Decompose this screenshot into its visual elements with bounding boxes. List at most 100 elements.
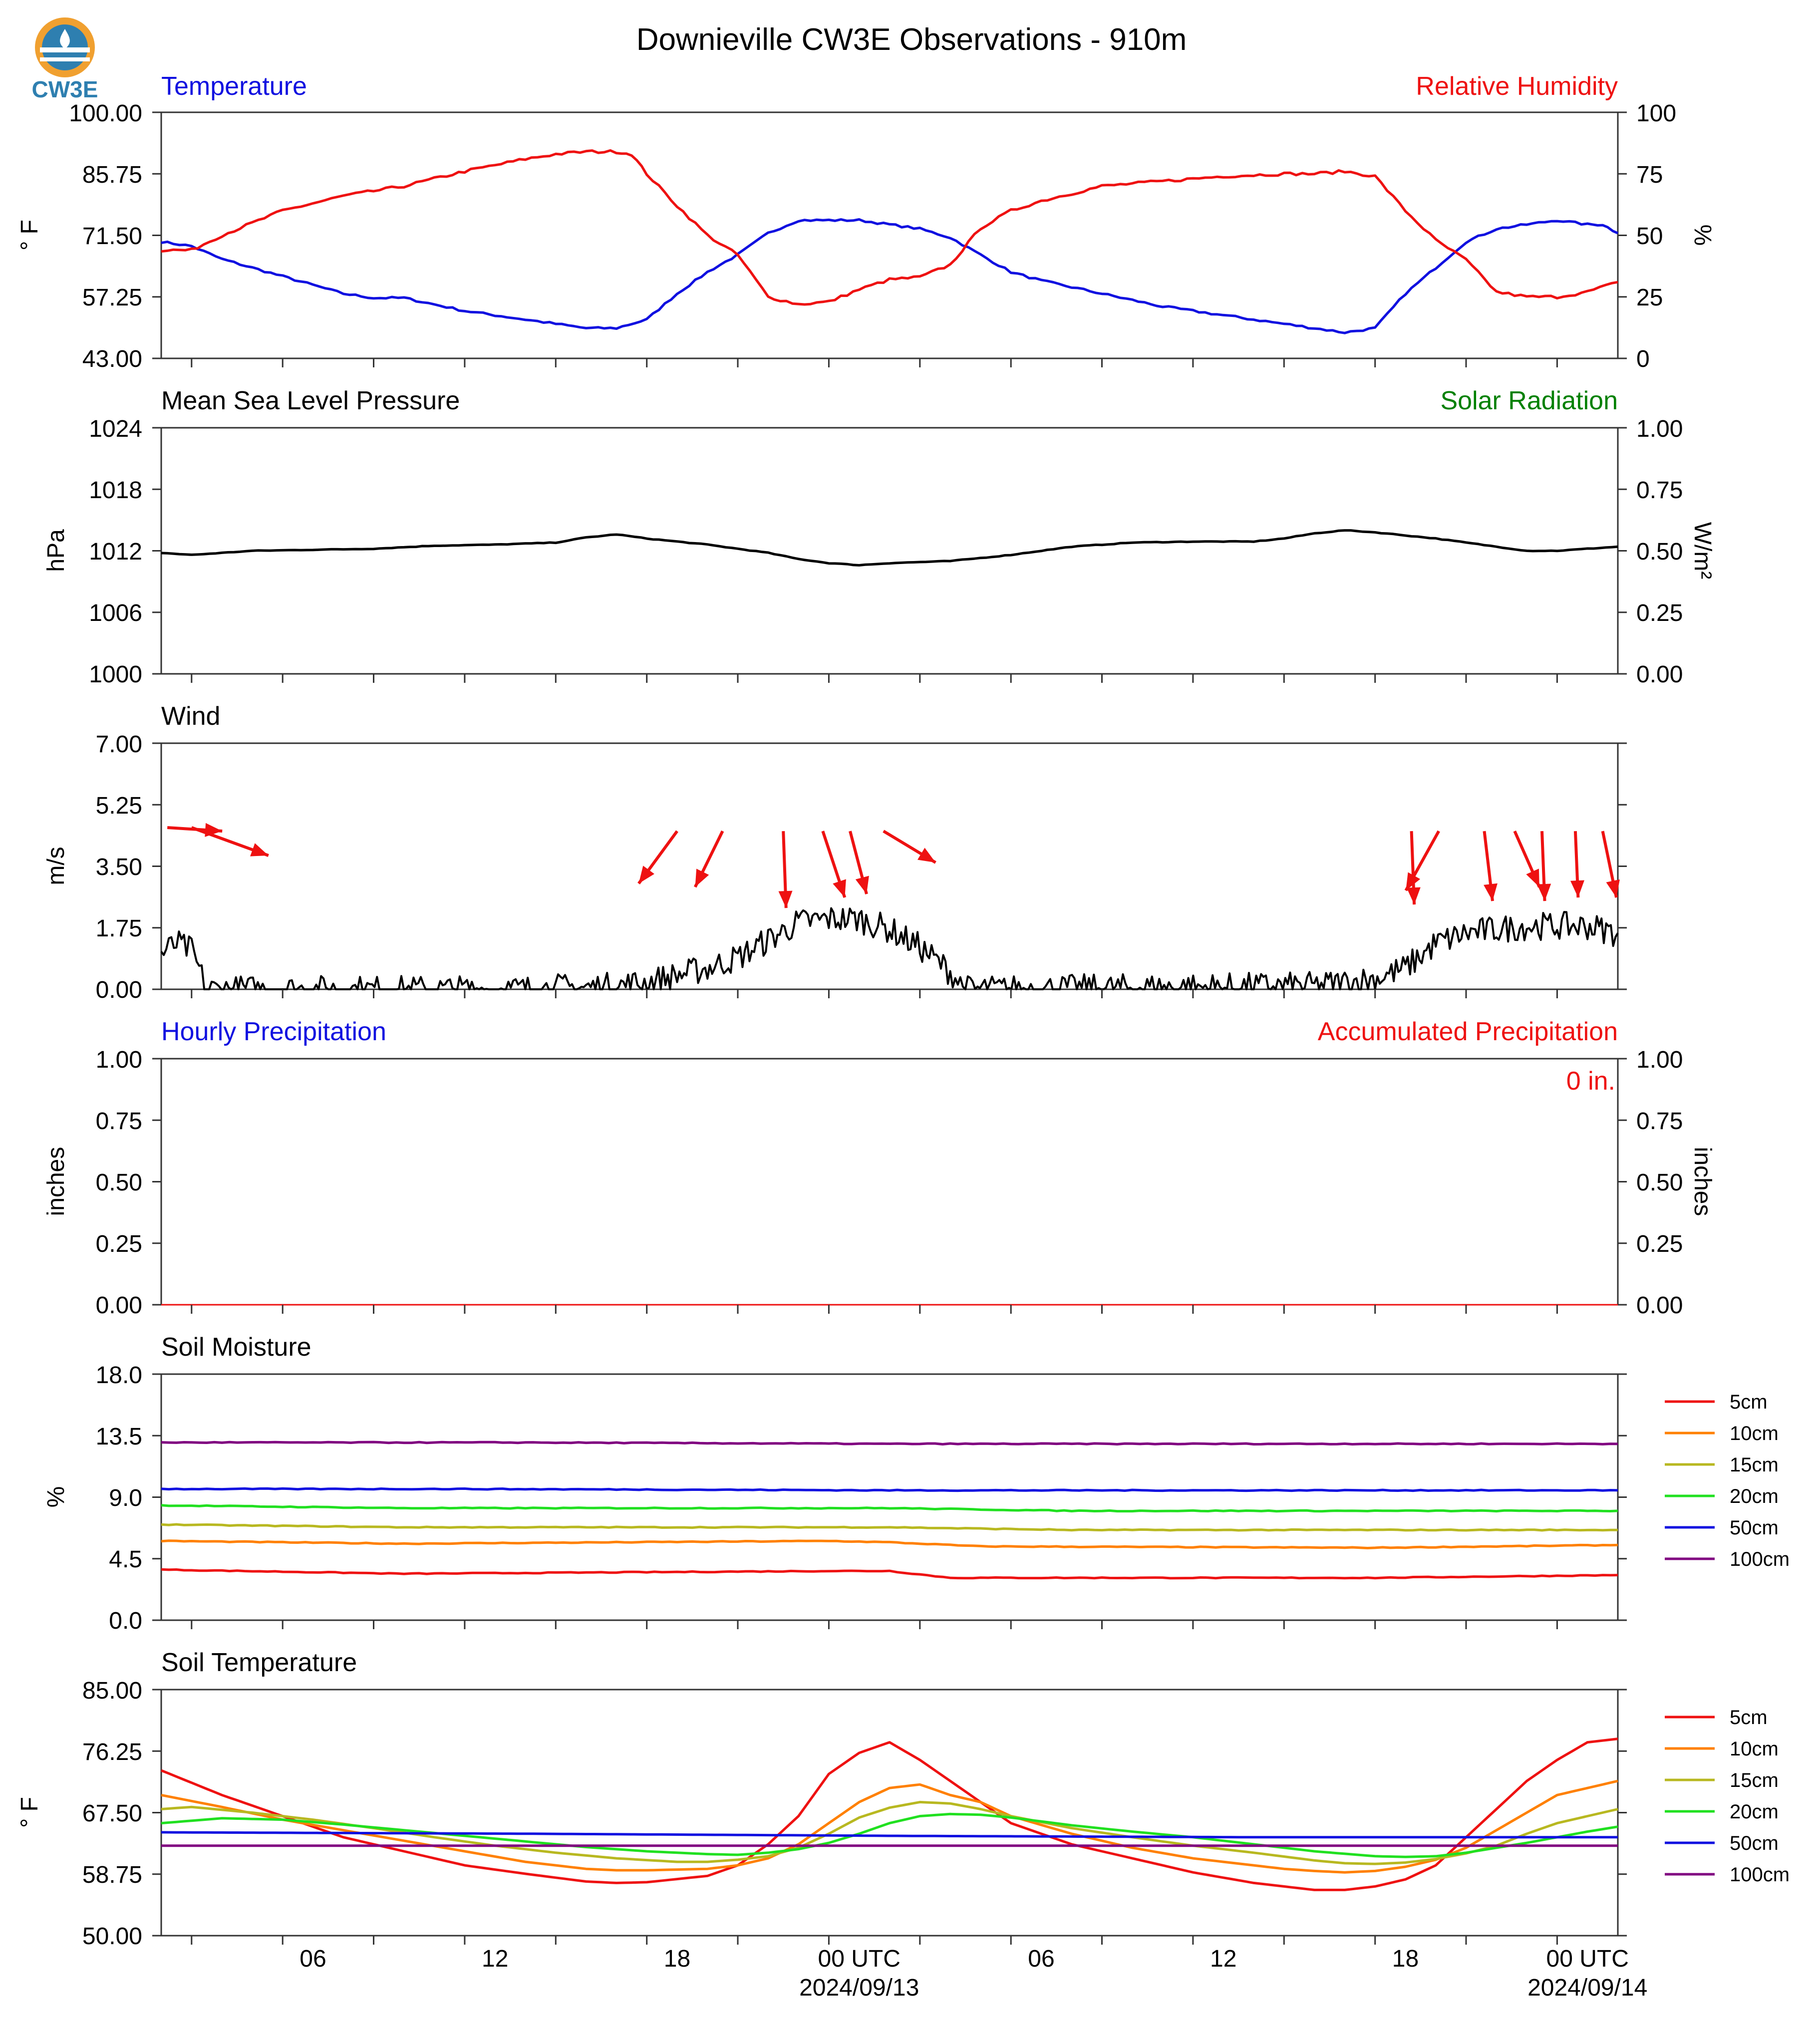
- x-tick-label: 06: [1028, 1946, 1054, 1972]
- x-tick-date-label: 2024/09/13: [799, 1975, 919, 2001]
- temperature-unit-label: ° F: [16, 220, 43, 251]
- precip-right-ticks: 1.00 0.75 0.50 0.25 0.00: [1636, 1047, 1683, 1319]
- x-tick-label: 12: [1210, 1946, 1236, 1972]
- y-tick-label: 100.00: [69, 100, 142, 127]
- pressure-line: [161, 529, 1618, 567]
- logo-text: CW3E: [32, 76, 98, 102]
- y-tick-label: 58.75: [82, 1862, 142, 1888]
- wind-title: Wind: [161, 702, 220, 731]
- y-tick-label: 50.00: [82, 1923, 142, 1950]
- y2-tick-label: 0.75: [1636, 1108, 1683, 1135]
- wind-arrow: [1570, 831, 1584, 898]
- y-tick-label: 0.50: [96, 1169, 142, 1196]
- y-tick-label: 1018: [89, 477, 142, 504]
- y-tick-label: 3.50: [96, 854, 142, 880]
- humidity-title: Relative Humidity: [1416, 72, 1618, 101]
- y-tick-label: 1000: [89, 661, 142, 688]
- soil-temperature-plot-area: [161, 1738, 1618, 1891]
- page-title: Downieville CW3E Observations - 910m: [636, 22, 1187, 57]
- pressure-title: Mean Sea Level Pressure: [161, 386, 460, 415]
- soil-moisture-title: Soil Moisture: [161, 1333, 311, 1362]
- soil-moisture-line-10cm: [161, 1539, 1618, 1549]
- wind-arrow: [1601, 831, 1620, 898]
- y-tick-label: 85.75: [82, 162, 142, 188]
- accum-precip-title: Accumulated Precipitation: [1318, 1017, 1618, 1046]
- solar-unit-label: W/m²: [1689, 522, 1716, 579]
- y-tick-label: 0.0: [109, 1608, 142, 1634]
- hourly-precip-title: Hourly Precipitation: [161, 1017, 386, 1046]
- soil-moisture-plot-area: [161, 1441, 1618, 1580]
- accum-total-label: 0 in.: [1566, 1067, 1615, 1096]
- y2-tick-label: 1.00: [1636, 1047, 1683, 1073]
- wind-arrow: [693, 830, 724, 888]
- y2-tick-label: 0.50: [1636, 539, 1683, 565]
- soil-moisture-left-ticks: 18.0 13.5 9.0 4.5 0.0: [96, 1362, 142, 1634]
- wind-arrow: [778, 831, 793, 908]
- logo-drop-icon: [60, 29, 70, 49]
- panel-pressure: Mean Sea Level Pressure Solar Radiation …: [43, 386, 1716, 688]
- y-tick-label: 4.5: [109, 1546, 142, 1573]
- x-tick-label: 06: [300, 1946, 326, 1972]
- soil-temperature-line-20cm: [161, 1812, 1618, 1858]
- soil-temperature-title: Soil Temperature: [161, 1648, 357, 1677]
- soil-temperature-line-10cm: [161, 1779, 1618, 1874]
- soil-temperature-legend: 5cm 10cm 15cm 20cm 50cm 100cm: [1665, 1707, 1790, 1886]
- y-tick-label: 71.50: [82, 223, 142, 250]
- wind-arrow: [191, 826, 269, 857]
- y2-tick-label: 1.00: [1636, 416, 1683, 442]
- wind-arrow: [1406, 831, 1421, 905]
- wind-speed-line: [160, 907, 1619, 990]
- soil-moisture-line-15cm: [161, 1523, 1618, 1532]
- temperature-left-ticks: 100.00 85.75 71.50 57.25 43.00: [69, 100, 142, 372]
- legend-label: 15cm: [1730, 1454, 1779, 1476]
- wind-arrow: [883, 830, 936, 864]
- temperature-line: [161, 218, 1618, 334]
- panel-temperature: Temperature Relative Humidity 100.00 85.…: [16, 72, 1716, 372]
- y-tick-label: 43.00: [82, 346, 142, 372]
- y-tick-label: 18.0: [96, 1362, 142, 1389]
- pressure-left-ticks: 1024 1018 1012 1006 1000: [89, 416, 142, 688]
- y2-tick-label: 75: [1636, 162, 1663, 188]
- y2-tick-label: 25: [1636, 285, 1663, 311]
- y2-tick-label: 0.25: [1636, 600, 1683, 626]
- y-tick-label: 1.00: [96, 1047, 142, 1073]
- wind-plot-area: [160, 907, 1619, 990]
- humidity-unit-label: %: [1689, 225, 1716, 246]
- legend-label: 20cm: [1730, 1801, 1779, 1823]
- wind-arrow: [637, 830, 678, 884]
- y-tick-label: 9.0: [109, 1485, 142, 1511]
- soil-temperature-line-5cm: [161, 1738, 1618, 1891]
- humidity-line: [161, 149, 1618, 306]
- y-tick-label: 7.00: [96, 731, 142, 758]
- legend-label: 20cm: [1730, 1485, 1779, 1507]
- panel-soil-moisture: Soil Moisture 18.0 13.5 9.0 4.5 0.0 % 5c…: [43, 1333, 1790, 1634]
- y2-tick-label: 0.50: [1636, 1169, 1683, 1196]
- solar-right-ticks: 1.00 0.75 0.50 0.25 0.00: [1636, 416, 1683, 688]
- soil-moisture-line-5cm: [161, 1568, 1618, 1580]
- legend-label: 50cm: [1730, 1832, 1779, 1854]
- x-tick-label: 18: [1392, 1946, 1419, 1972]
- soil-moisture-line-20cm: [161, 1504, 1618, 1513]
- y2-tick-label: 0.25: [1636, 1231, 1683, 1257]
- soil-temperature-left-ticks: 85.00 76.25 67.50 58.75 50.00: [82, 1678, 142, 1950]
- wind-direction-arrows: [167, 823, 1620, 908]
- y-tick-label: 57.25: [82, 285, 142, 311]
- y-tick-label: 5.25: [96, 793, 142, 819]
- y-tick-label: 1012: [89, 539, 142, 565]
- pressure-unit-label: hPa: [43, 529, 69, 572]
- legend-label: 10cm: [1730, 1423, 1779, 1445]
- cw3e-logo: CW3E: [32, 17, 98, 102]
- x-tick-label: 12: [482, 1946, 508, 1972]
- y-tick-label: 0.75: [96, 1108, 142, 1135]
- soil-temperature-line-50cm: [161, 1831, 1618, 1839]
- legend-label: 10cm: [1730, 1738, 1779, 1760]
- legend-label: 15cm: [1730, 1769, 1779, 1791]
- soil-moisture-line-100cm: [161, 1441, 1618, 1446]
- pressure-plot-area: [161, 529, 1618, 567]
- y-tick-label: 1024: [89, 416, 142, 442]
- accum-precip-unit-label: inches: [1689, 1147, 1716, 1216]
- wind-arrow: [849, 831, 869, 894]
- y-tick-label: 0.00: [96, 977, 142, 1003]
